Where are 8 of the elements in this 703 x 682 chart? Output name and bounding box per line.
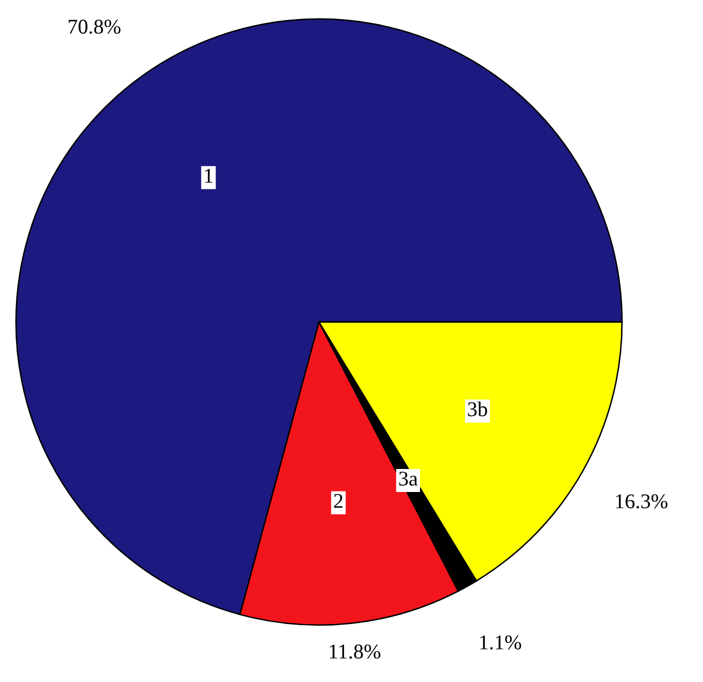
data-label: 16.3%	[616, 494, 668, 508]
slice-label: 1	[205, 168, 212, 183]
slice-label: 3b	[468, 402, 488, 416]
data-label: 1.1%	[480, 635, 522, 650]
slice-label: 2	[334, 494, 342, 508]
data-label: 11.8%	[330, 644, 380, 659]
slice-label: 3a	[399, 472, 418, 486]
data-label: 70.8%	[68, 20, 120, 34]
